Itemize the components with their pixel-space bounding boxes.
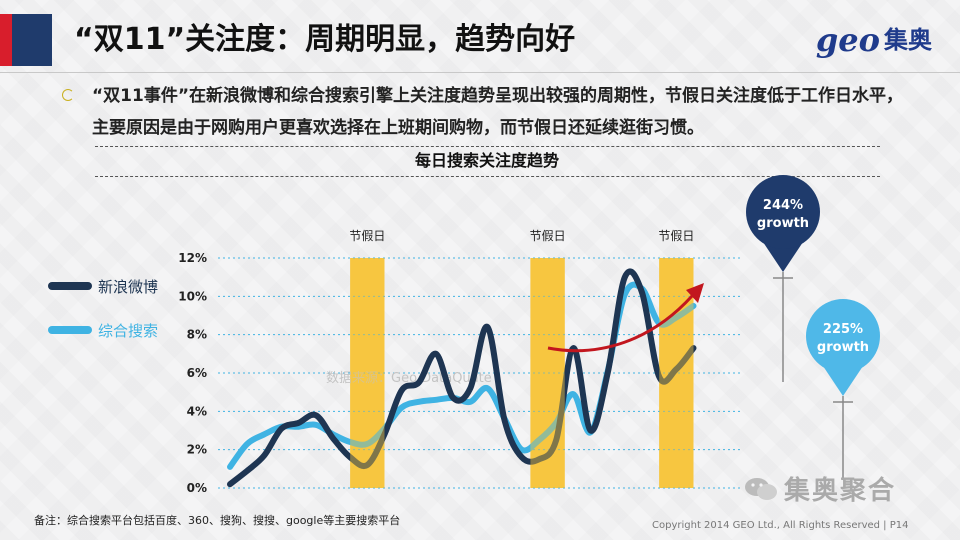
header-red-block xyxy=(0,14,12,66)
y-tick-label-3: 6% xyxy=(187,366,207,380)
annotation-sub-1: growth xyxy=(757,216,809,231)
annotation-pointer-1 xyxy=(763,242,803,272)
holiday-overlay-3 xyxy=(659,258,694,488)
header-navy-block xyxy=(12,14,52,66)
y-tick-label-1: 2% xyxy=(187,443,207,457)
holiday-overlay-1 xyxy=(350,258,385,488)
logo-cn-text: 集奥 xyxy=(884,26,932,54)
y-tick-label-0: 0% xyxy=(187,481,207,495)
y-axis-ticks: 0% 2% 4% 6% 8% 10% 12% xyxy=(178,251,207,495)
copyright-text: Copyright 2014 GEO Ltd., All Rights Rese… xyxy=(652,520,909,531)
subtitle-rule-top xyxy=(95,146,880,147)
holiday-overlay-2 xyxy=(530,258,565,488)
bullet-icon xyxy=(62,89,74,101)
description-text: “双11事件”在新浪微博和综合搜索引擎上关注度趋势呈现出较强的周期性，节假日关注… xyxy=(92,86,904,138)
brand-logo: geo 集奥 xyxy=(816,20,932,60)
growth-arrow xyxy=(547,283,704,353)
annotation-pointer-2 xyxy=(823,366,863,396)
legend-label-2: 综合搜索 xyxy=(98,322,158,340)
y-tick-label-4: 8% xyxy=(187,328,207,342)
header-divider xyxy=(0,72,960,73)
holiday-label-1: 节假日 xyxy=(349,229,385,243)
holiday-label-2: 节假日 xyxy=(530,229,566,243)
source-watermark: 数据来源：Geo DataQuate xyxy=(326,371,492,386)
chart-title: 每日搜索关注度趋势 xyxy=(415,151,559,170)
series-line-1 xyxy=(227,268,697,488)
wechat-watermark: 集奥聚合 xyxy=(744,470,896,507)
growth-annotations: 244% growth 225% growth xyxy=(746,175,880,480)
wechat-icon xyxy=(745,477,777,500)
legend-label-1: 新浪微博 xyxy=(98,278,158,296)
holiday-label-3: 节假日 xyxy=(658,229,694,243)
wechat-account-name: 集奥聚合 xyxy=(784,476,897,506)
footnote: 备注：综合搜索平台包括百度、360、搜狗、搜搜、google等主要搜索平台 xyxy=(34,514,401,527)
header-color-bar xyxy=(0,14,52,66)
y-tick-label-5: 10% xyxy=(178,289,207,303)
page-title: “双11”关注度：周期明显，趋势向好 xyxy=(74,22,576,57)
series-lines xyxy=(227,258,697,488)
annotation-value-1: 244% xyxy=(763,198,803,213)
subtitle-rule-bottom xyxy=(95,176,880,177)
annotation-bubble-1 xyxy=(746,175,820,249)
annotation-bubble-2 xyxy=(806,299,880,373)
y-tick-label-2: 4% xyxy=(187,404,207,418)
annotation-value-2: 225% xyxy=(823,322,863,337)
y-tick-label-6: 12% xyxy=(178,251,207,265)
annotation-sub-2: growth xyxy=(817,340,869,355)
logo-geo-text: geo xyxy=(815,21,880,59)
